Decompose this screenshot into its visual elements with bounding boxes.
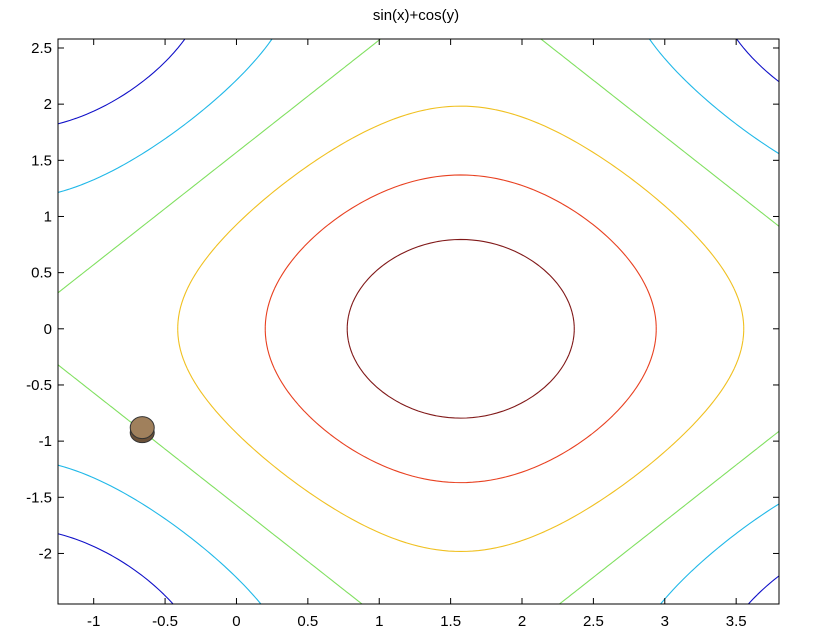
x-tick-label: 0 xyxy=(232,613,240,630)
contour-level-3 xyxy=(57,38,780,605)
x-tick-label: 3 xyxy=(661,613,669,630)
y-tick-label: -1.5 xyxy=(26,489,52,506)
marker-layer xyxy=(129,416,155,444)
chart-title: sin(x)+cos(y) xyxy=(373,7,459,24)
y-tick-label: -1 xyxy=(39,433,52,450)
x-tick-label: 2.5 xyxy=(583,613,604,630)
y-tick-label: -2 xyxy=(39,545,52,562)
contour-level-6 xyxy=(346,238,575,419)
x-tick-label: 0.5 xyxy=(297,613,318,630)
y-tick-label: 1.5 xyxy=(31,152,52,169)
y-tick-label: 0.5 xyxy=(31,265,52,282)
axes-frame xyxy=(57,38,780,605)
y-tick-label: 1 xyxy=(44,208,52,225)
y-tick-label: -0.5 xyxy=(26,377,52,394)
contour-level-2 xyxy=(57,38,780,605)
plot-border xyxy=(57,38,780,605)
x-tick-label: 1 xyxy=(375,613,383,630)
x-tick-label: -0.5 xyxy=(152,613,178,630)
y-tick-label: 0 xyxy=(44,321,52,338)
contour-lines xyxy=(57,38,780,605)
contour-level-4 xyxy=(177,105,745,553)
x-tick-label: -1 xyxy=(87,613,100,630)
y-tick-label: 2.5 xyxy=(31,40,52,57)
marker-point xyxy=(129,416,155,440)
x-tick-label: 1.5 xyxy=(440,613,461,630)
y-axis-ticks: -2 -1.5 -1 -0.5 0 0.5 1 1.5 2 2.5 xyxy=(26,40,779,562)
y-tick-label: 2 xyxy=(44,96,52,113)
x-axis-ticks: -1 -0.5 0 0.5 1 1.5 2 2.5 3 3.5 xyxy=(87,39,747,630)
x-tick-label: 3.5 xyxy=(726,613,747,630)
x-tick-label: 2 xyxy=(518,613,526,630)
contour-level-5 xyxy=(264,174,657,484)
